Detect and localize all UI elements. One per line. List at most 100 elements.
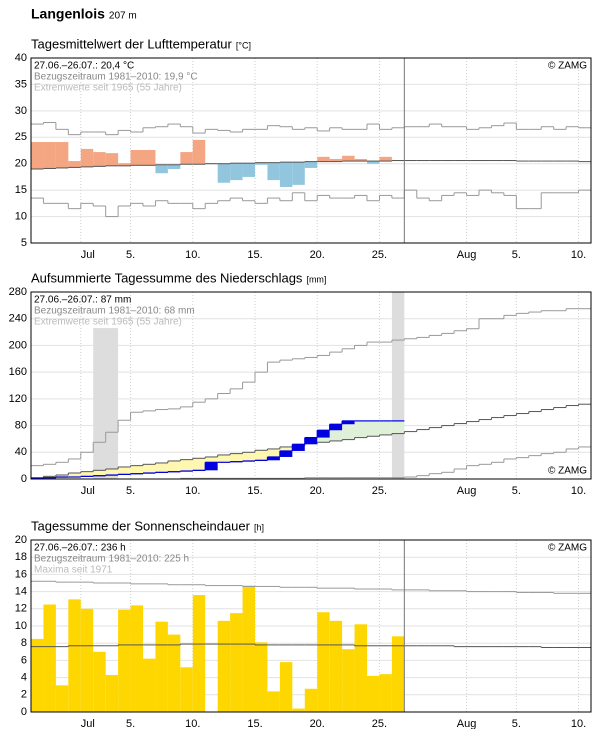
x-tick-label: Aug (457, 485, 477, 497)
x-tick-label: 10. (185, 249, 200, 261)
credit: © ZAMG (548, 466, 587, 477)
deviation-fill (80, 471, 94, 477)
anomaly-bar (342, 155, 355, 162)
anomaly-bar (304, 161, 318, 168)
x-tick-label: 10. (571, 249, 586, 261)
anomaly-bar (317, 156, 330, 162)
bar (55, 685, 69, 712)
legend-entry: Maxima seit 1971 (34, 565, 113, 576)
deviation-fill (217, 454, 231, 463)
deviation-fill (93, 470, 106, 476)
x-tick-label: 25. (372, 249, 387, 261)
chart-unit: [h] (254, 522, 264, 532)
deviation-fill (180, 459, 193, 471)
anomaly-bar (230, 163, 243, 181)
bar (143, 658, 156, 712)
legend-entry: Bezugszeitraum 1981–2010: 225 h (34, 554, 189, 565)
legend-entry: 27.06.–26.07.: 87 mm (34, 295, 131, 306)
x-tick-label: 10. (185, 485, 200, 497)
bar (130, 605, 143, 712)
y-tick-label: 40 (15, 446, 27, 458)
plot-area (31, 58, 591, 243)
y-tick-label: 2 (21, 689, 27, 701)
y-tick-label: 120 (9, 393, 27, 405)
deviation-fill (55, 474, 69, 477)
plot-frame (30, 539, 592, 713)
anomaly-bar (68, 161, 81, 168)
credit: © ZAMG (548, 61, 587, 72)
bar (379, 674, 392, 712)
deviation-fill (192, 458, 206, 471)
bar (118, 609, 131, 712)
bar (68, 599, 81, 712)
anomaly-bar (292, 162, 305, 185)
y-tick-label: 25 (15, 131, 27, 143)
anomaly-bar (180, 152, 193, 165)
legend-entry: Extremwerte seit 1965 (55 Jahre) (34, 83, 182, 94)
x-tick-label: 5. (512, 485, 521, 497)
anomaly-bar (267, 162, 280, 181)
deviation-fill (105, 468, 119, 475)
x-tick-label: Aug (457, 718, 477, 729)
y-tick-label: 80 (15, 419, 27, 431)
daily-increment (317, 430, 330, 438)
x-tick-label: 15. (247, 718, 262, 729)
bar (180, 667, 193, 712)
deviation-fill (205, 456, 218, 463)
bar (80, 608, 94, 712)
station-name: Langenlois (31, 6, 105, 22)
anomaly-bar (43, 142, 56, 169)
deviation-fill (367, 420, 380, 437)
deviation-fill (167, 460, 181, 472)
daily-increment (279, 450, 293, 457)
deviation-fill (242, 452, 255, 461)
x-tick-label: 15. (247, 249, 262, 261)
anomaly-bar (329, 158, 343, 162)
anomaly-bar (143, 149, 156, 166)
y-tick-label: 6 (21, 654, 27, 666)
shaded-span (93, 328, 119, 479)
bar (279, 662, 293, 712)
daily-increment (292, 444, 305, 451)
x-tick-label: 25. (372, 718, 387, 729)
anomaly-bar (279, 162, 293, 187)
y-tick-label: 15 (15, 184, 27, 196)
chart-title: Tagesmittelwert der Lufttemperatur (31, 36, 233, 51)
x-tick-label: 25. (372, 485, 387, 497)
anomaly-bar (217, 163, 231, 183)
x-tick-label: 5. (512, 718, 521, 729)
anomaly-bar (130, 149, 143, 166)
y-tick-label: 20 (15, 534, 27, 546)
y-tick-label: 5 (21, 237, 27, 249)
bar (317, 612, 330, 712)
plot-area (31, 292, 591, 479)
anomaly-bar (155, 164, 168, 174)
chart-title: Aufsummierte Tagessumme des Niederschlag… (31, 270, 303, 285)
y-tick-label: 35 (15, 78, 27, 90)
x-tick-label: Jul (81, 718, 95, 729)
y-tick-label: 14 (15, 586, 27, 598)
daily-increment (267, 456, 280, 461)
anomaly-bar (167, 164, 181, 169)
y-tick-label: 20 (15, 158, 27, 170)
x-tick-label: 20. (310, 249, 325, 261)
x-tick-label: 15. (247, 485, 262, 497)
shaded-span (391, 292, 405, 479)
plot-frame (30, 57, 592, 244)
daily-increment (329, 424, 343, 431)
deviation-fill (354, 420, 367, 438)
x-tick-label: Jul (81, 249, 95, 261)
y-tick-label: 280 (9, 286, 27, 298)
bar (230, 613, 243, 712)
anomaly-bar (55, 142, 69, 168)
daily-increment (205, 462, 218, 471)
bar (354, 624, 367, 712)
daily-increment (342, 420, 355, 425)
deviation-fill (130, 465, 143, 474)
legend-entry: 27.06.–26.07.: 20,4 °C (34, 61, 134, 72)
x-tick-label: 20. (310, 718, 325, 729)
y-tick-label: 200 (9, 339, 27, 351)
bar (304, 688, 318, 712)
bar (217, 620, 231, 712)
y-tick-label: 10 (15, 210, 27, 222)
